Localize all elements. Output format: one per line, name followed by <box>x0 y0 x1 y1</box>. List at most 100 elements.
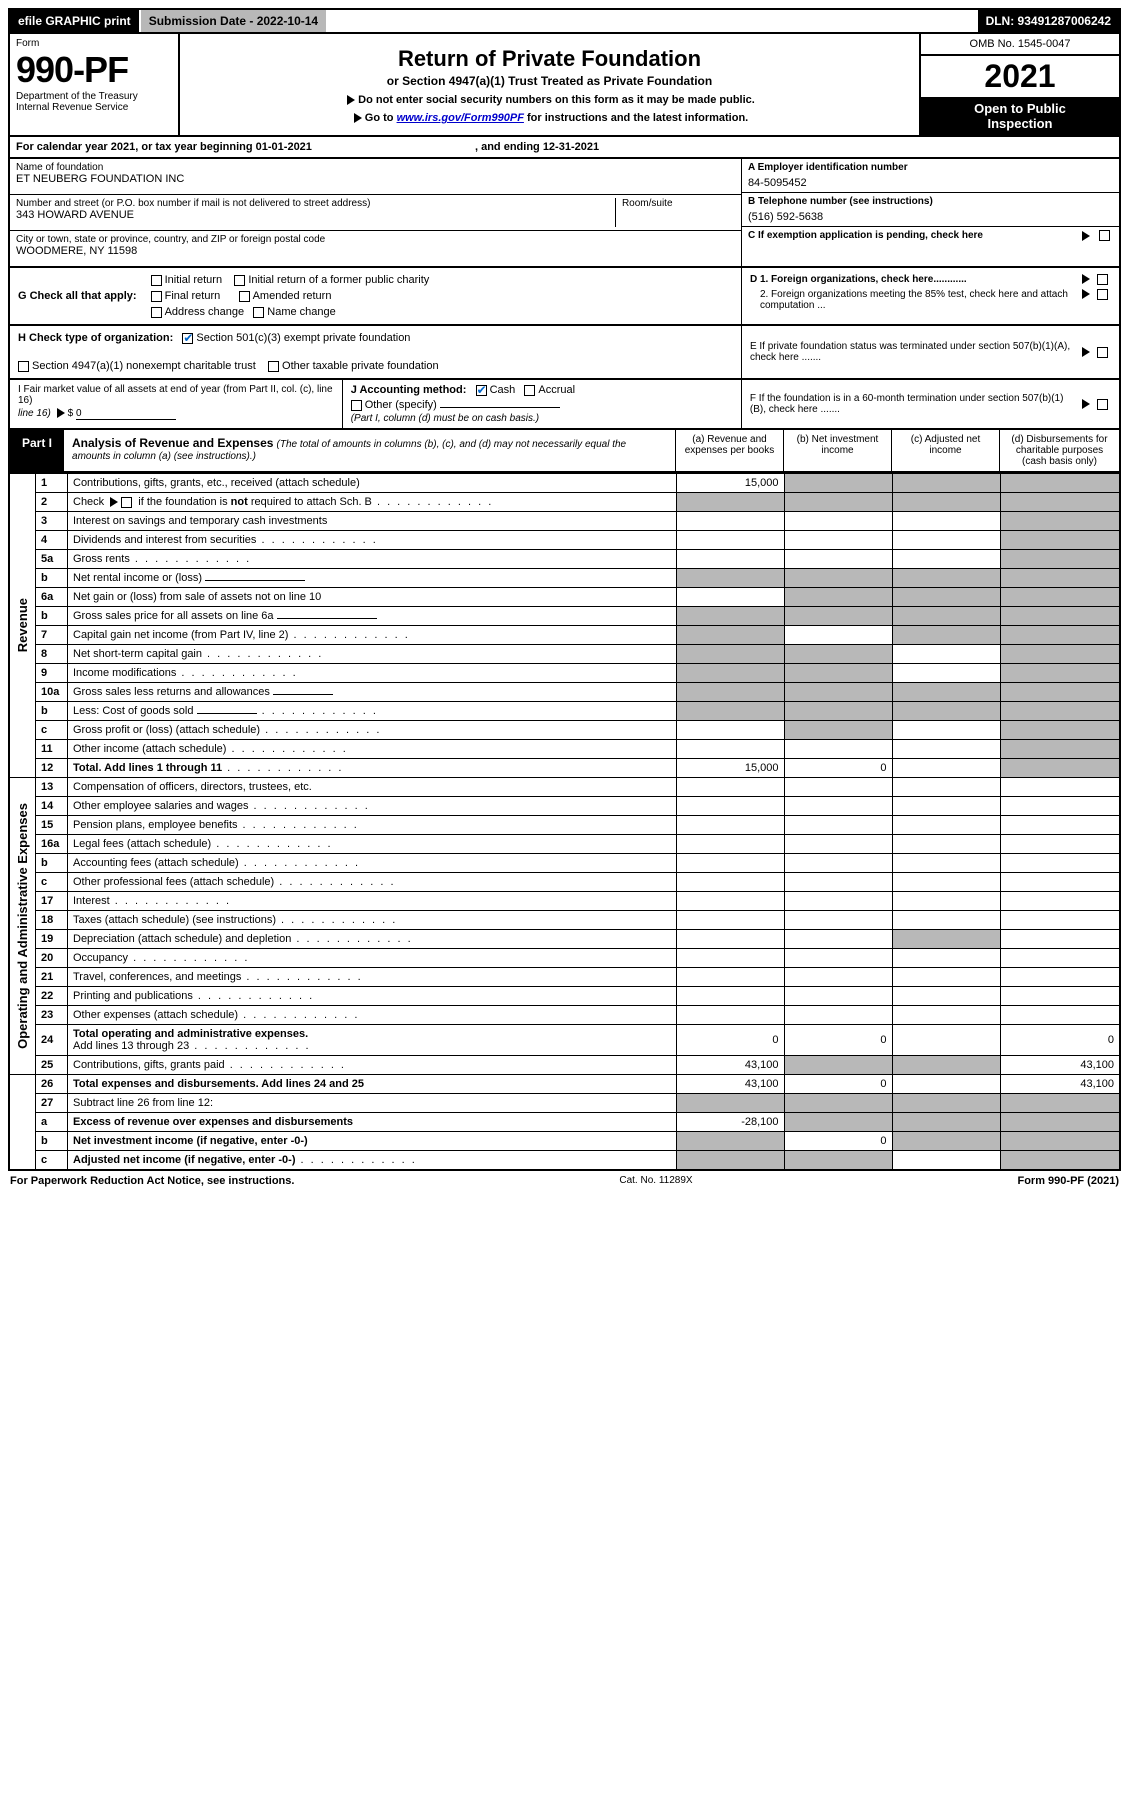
g-initial-former-label: Initial return of a former public charit… <box>248 274 429 286</box>
table-row: 8Net short-term capital gain <box>9 645 1120 664</box>
h-other-checkbox[interactable] <box>268 361 279 372</box>
table-row: cGross profit or (loss) (attach schedule… <box>9 721 1120 740</box>
line-12-col-b: 0 <box>784 759 892 778</box>
note-2-pre: Go to <box>365 112 397 124</box>
form-title: Return of Private Foundation <box>188 46 911 72</box>
line-1-desc: Contributions, gifts, grants, etc., rece… <box>68 474 677 493</box>
col-b-header: (b) Net investment income <box>783 430 891 471</box>
line-8-desc: Net short-term capital gain <box>68 645 677 664</box>
line-26-desc: Total expenses and disbursements. Add li… <box>73 1078 364 1090</box>
line-22-desc: Printing and publications <box>68 987 677 1006</box>
line-12-col-a: 15,000 <box>676 759 784 778</box>
f-label: F If the foundation is in a 60-month ter… <box>750 393 1075 415</box>
line-27b-desc: Net investment income (if negative, ente… <box>73 1135 308 1147</box>
table-row: 25Contributions, gifts, grants paid43,10… <box>9 1056 1120 1075</box>
submission-date: Submission Date - 2022-10-14 <box>141 10 326 32</box>
line-16a-desc: Legal fees (attach schedule) <box>68 835 677 854</box>
line-12-desc: Total. Add lines 1 through 11 <box>73 762 222 774</box>
h-other-label: Other taxable private foundation <box>282 360 439 372</box>
line-26-col-d: 43,100 <box>1000 1075 1120 1094</box>
j-other-checkbox[interactable] <box>351 400 362 411</box>
c-checkbox[interactable] <box>1099 230 1110 241</box>
table-row: 2Check if the foundation is not required… <box>9 493 1120 512</box>
col-a-header: (a) Revenue and expenses per books <box>675 430 783 471</box>
j-accrual-checkbox[interactable] <box>524 385 535 396</box>
table-row: 26Total expenses and disbursements. Add … <box>9 1075 1120 1094</box>
table-row: 10aGross sales less returns and allowanc… <box>9 683 1120 702</box>
h-4947-label: Section 4947(a)(1) nonexempt charitable … <box>32 360 256 372</box>
line-25-col-a: 43,100 <box>676 1056 784 1075</box>
note-2-post: for instructions and the latest informat… <box>524 112 748 124</box>
ein-value: 84-5095452 <box>748 177 1113 189</box>
name-label: Name of foundation <box>16 162 735 173</box>
g-final-label: Final return <box>165 290 221 302</box>
room-label: Room/suite <box>622 198 735 209</box>
instructions-link[interactable]: www.irs.gov/Form990PF <box>397 112 524 124</box>
footer-right: Form 990-PF (2021) <box>1017 1175 1119 1187</box>
ein-label: A Employer identification number <box>748 162 1113 173</box>
table-row: Revenue 1Contributions, gifts, grants, e… <box>9 474 1120 493</box>
arrow-icon <box>1082 274 1090 284</box>
section-g-d: G Check all that apply: Initial return I… <box>8 268 1121 326</box>
line-10b-desc: Less: Cost of goods sold <box>73 705 193 717</box>
table-row: 7Capital gain net income (from Part IV, … <box>9 626 1120 645</box>
tax-year: 2021 <box>921 56 1119 97</box>
foundation-name: ET NEUBERG FOUNDATION INC <box>16 173 735 185</box>
table-row: 6aNet gain or (loss) from sale of assets… <box>9 588 1120 607</box>
line-24-col-b: 0 <box>784 1025 892 1056</box>
line-7-desc: Capital gain net income (from Part IV, l… <box>68 626 677 645</box>
table-row: 21Travel, conferences, and meetings <box>9 968 1120 987</box>
line-5b-desc: Net rental income or (loss) <box>73 572 202 584</box>
j-label: J Accounting method: <box>351 384 467 396</box>
g-address-checkbox[interactable] <box>151 307 162 318</box>
e-label: E If private foundation status was termi… <box>750 341 1075 363</box>
j-accrual-label: Accrual <box>538 384 575 396</box>
d1-checkbox[interactable] <box>1097 274 1108 285</box>
line-27b-col-b: 0 <box>784 1132 892 1151</box>
e-checkbox[interactable] <box>1097 347 1108 358</box>
j-note: (Part I, column (d) must be on cash basi… <box>351 413 733 424</box>
top-bar: efile GRAPHIC print Submission Date - 20… <box>8 8 1121 32</box>
section-i-j-f: I Fair market value of all assets at end… <box>8 380 1121 430</box>
line-24-desc: Total operating and administrative expen… <box>73 1028 308 1040</box>
h-501c3-checkbox[interactable] <box>182 333 193 344</box>
table-row: bGross sales price for all assets on lin… <box>9 607 1120 626</box>
g-initial-checkbox[interactable] <box>151 275 162 286</box>
part-1-table: Revenue 1Contributions, gifts, grants, e… <box>8 473 1121 1171</box>
line-3-desc: Interest on savings and temporary cash i… <box>68 512 677 531</box>
h-4947-checkbox[interactable] <box>18 361 29 372</box>
g-final-checkbox[interactable] <box>151 291 162 302</box>
line-11-desc: Other income (attach schedule) <box>68 740 677 759</box>
table-row: 20Occupancy <box>9 949 1120 968</box>
g-initial-former-checkbox[interactable] <box>234 275 245 286</box>
line-15-desc: Pension plans, employee benefits <box>68 816 677 835</box>
line-6a-desc: Net gain or (loss) from sale of assets n… <box>68 588 677 607</box>
line-6b-desc: Gross sales price for all assets on line… <box>73 610 274 622</box>
arrow-icon <box>1082 289 1090 299</box>
f-checkbox[interactable] <box>1097 399 1108 410</box>
g-name-checkbox[interactable] <box>253 307 264 318</box>
table-row: 15Pension plans, employee benefits <box>9 816 1120 835</box>
j-other-label: Other (specify) <box>365 399 437 411</box>
j-cash-checkbox[interactable] <box>476 385 487 396</box>
part-1-title: Analysis of Revenue and Expenses <box>72 436 273 450</box>
col-c-header: (c) Adjusted net income <box>891 430 999 471</box>
table-row: 12Total. Add lines 1 through 1115,0000 <box>9 759 1120 778</box>
line-23-desc: Other expenses (attach schedule) <box>68 1006 677 1025</box>
g-amended-checkbox[interactable] <box>239 291 250 302</box>
efile-print-button[interactable]: efile GRAPHIC print <box>10 10 141 32</box>
expenses-sidelabel: Operating and Administrative Expenses <box>15 803 30 1049</box>
table-row: 9Income modifications <box>9 664 1120 683</box>
line-2-checkbox[interactable] <box>121 497 132 508</box>
i-label: I Fair market value of all assets at end… <box>18 384 334 406</box>
j-cash-label: Cash <box>490 384 516 396</box>
street-address: 343 HOWARD AVENUE <box>16 209 615 221</box>
line-26-col-a: 43,100 <box>676 1075 784 1094</box>
table-row: 23Other expenses (attach schedule) <box>9 1006 1120 1025</box>
phone-value: (516) 592-5638 <box>748 211 1113 223</box>
c-label: C If exemption application is pending, c… <box>748 230 1073 241</box>
footer-left: For Paperwork Reduction Act Notice, see … <box>10 1175 294 1187</box>
line-10a-desc: Gross sales less returns and allowances <box>73 686 270 698</box>
arrow-icon <box>347 95 355 105</box>
d2-checkbox[interactable] <box>1097 289 1108 300</box>
